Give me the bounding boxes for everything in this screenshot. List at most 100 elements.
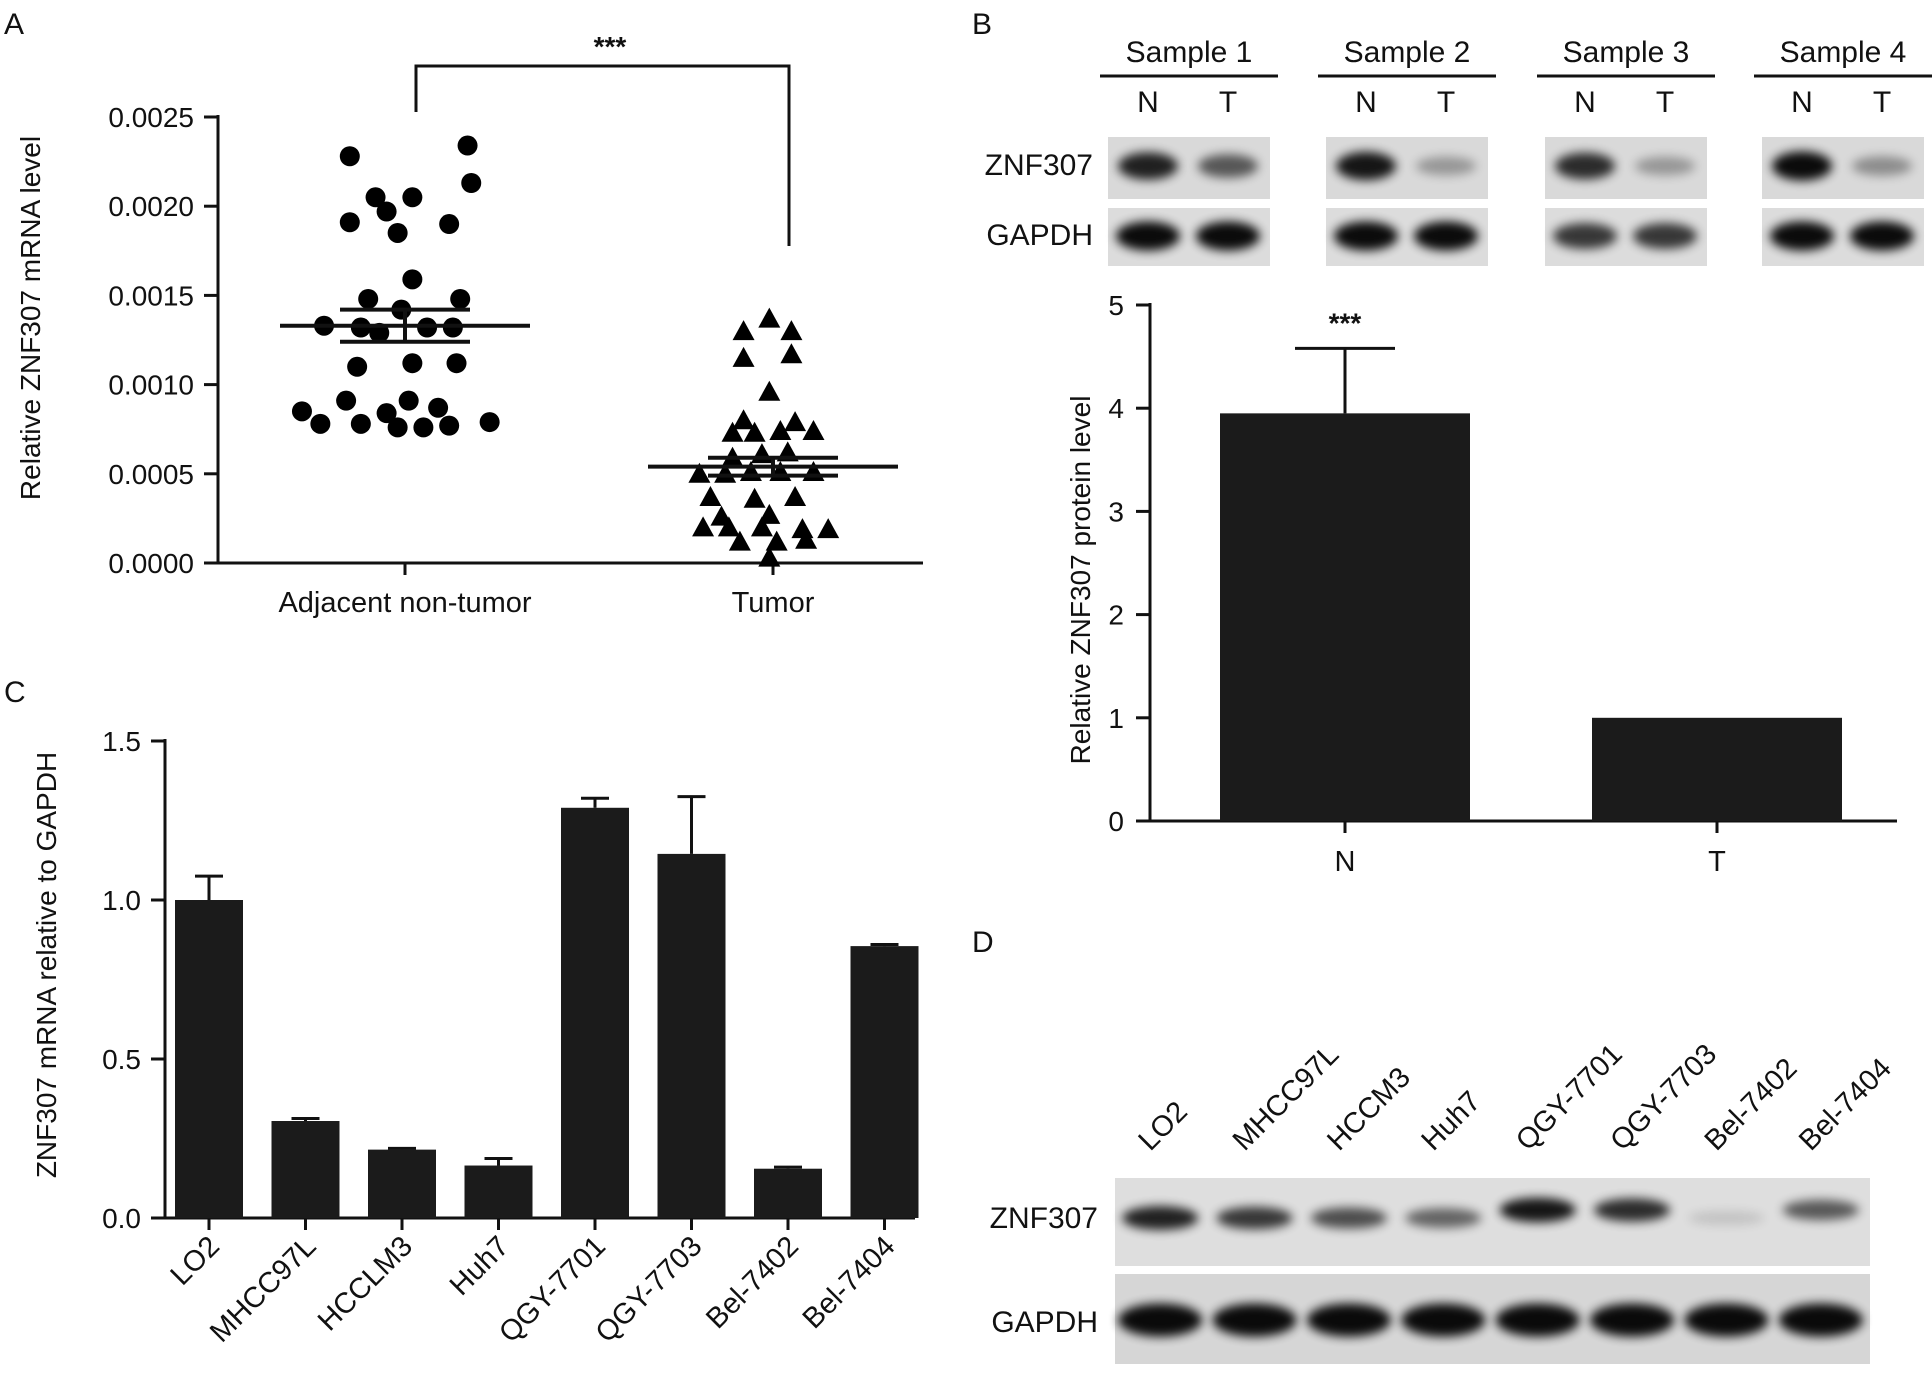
- panel-b-sample-label: Sample 1: [1126, 36, 1253, 69]
- panel-a-y-tick-label: 0.0015: [108, 280, 194, 311]
- panel-d-gapdh-band: [1684, 1303, 1769, 1337]
- panel-a-data-point-triangle: [732, 320, 755, 341]
- panel-b: B ZNF307 GAPDH Sample 1 N T Sample 2 N T Sampl…: [972, 8, 1932, 878]
- panel-a-data-points: [216, 115, 923, 567]
- panel-b-sample-label: Sample 4: [1780, 36, 1907, 69]
- panel-d-gapdh-band: [1590, 1303, 1675, 1337]
- panel-a-data-point-circle: [339, 146, 360, 167]
- panel-d-gapdh-band: [1495, 1303, 1580, 1337]
- panel-a-y-axis-title: Relative ZNF307 mRNA level: [15, 136, 46, 500]
- panel-a-y-ticks: 0.0000 0.0005 0.0010 0.0015 0.0020 0.0025: [108, 102, 218, 579]
- panel-a-data-point-triangle: [758, 380, 781, 401]
- panel-b-gapdh-band: [1196, 221, 1260, 251]
- panel-b-znf307-band: [1635, 156, 1695, 176]
- panel-b-gapdh-band: [1553, 223, 1617, 249]
- panel-a-data-point-triangle: [784, 411, 807, 432]
- panel-b-sample-label: Sample 2: [1344, 36, 1471, 69]
- panel-c-category-label: HCCLM3: [312, 1230, 419, 1337]
- panel-c-y-tick-label: 0.0: [102, 1203, 141, 1234]
- panel-b-lane-label: N: [1355, 86, 1377, 119]
- panel-a-data-point-triangle: [758, 546, 781, 567]
- panel-a-data-point-triangle: [750, 516, 773, 537]
- panel-b-znf307-row-label: ZNF307: [985, 149, 1093, 182]
- panel-b-znf307-band: [1198, 154, 1258, 178]
- panel-a-data-point-triangle: [758, 503, 781, 524]
- panel-a-data-point-triangle: [765, 530, 788, 551]
- panel-c-category-label: Bel-7404: [797, 1230, 902, 1335]
- panel-a-data-point-circle: [310, 413, 331, 434]
- panel-a-category-label: Adjacent non-tumor: [278, 587, 531, 619]
- panel-a-data-point-circle: [387, 417, 408, 438]
- panel-a-data-point-triangle: [780, 343, 803, 364]
- panel-d-znf307-band: [1594, 1198, 1671, 1222]
- panel-c-bar: [271, 1121, 340, 1218]
- panel-b-gapdh-band: [1414, 221, 1478, 251]
- panel-b-sample-label: Sample 3: [1563, 36, 1690, 69]
- panel-a-y-tick-label: 0.0000: [108, 548, 194, 579]
- panel-d-znf307-band: [1782, 1199, 1859, 1221]
- panel-b-lane-label: N: [1137, 86, 1159, 119]
- panel-a-data-point-circle: [450, 288, 471, 309]
- panel-b-lane-label: T: [1437, 86, 1455, 119]
- panel-a-data-point-circle: [369, 322, 390, 343]
- panel-b-znf307-band: [1555, 152, 1615, 180]
- panel-b-letter: B: [972, 8, 992, 41]
- panel-a-data-point-triangle: [732, 346, 755, 367]
- panel-a-significance-bracket: ***: [414, 31, 791, 246]
- panel-b-y-tick-label: 5: [1108, 290, 1124, 321]
- panel-b-y-tick-label: 0: [1108, 806, 1124, 837]
- panel-d-gapdh-band: [1118, 1303, 1203, 1337]
- panel-b-y-tick-label: 1: [1108, 703, 1124, 734]
- panel-a-data-point-circle: [461, 173, 482, 194]
- panel-c-bar: [754, 1168, 822, 1218]
- panel-b-gapdh-row-label: GAPDH: [986, 219, 1093, 252]
- panel-a-data-point-triangle: [743, 421, 766, 442]
- panel-a-data-point-circle: [358, 288, 379, 309]
- panel-b-y-axis-title: Relative ZNF307 protein level: [1065, 396, 1096, 765]
- panel-c-category-label: Huh7: [444, 1230, 516, 1302]
- panel-c-y-axis-title: ZNF307 mRNA relative to GAPDH: [31, 752, 62, 1178]
- panel-a-y-tick-label: 0.0020: [108, 191, 194, 222]
- panel-a-data-point-triangle: [791, 518, 814, 539]
- panel-a-data-point-circle: [439, 415, 460, 436]
- panel-a-data-point-triangle: [795, 528, 818, 549]
- panel-a-data-point-triangle: [802, 461, 825, 482]
- panel-a-data-point-triangle: [688, 462, 711, 483]
- panel-a-data-point-triangle: [692, 516, 715, 537]
- panel-a-data-point-triangle: [714, 462, 737, 483]
- panel-c-bar: [464, 1165, 533, 1218]
- panel-c-bar-chart: C ZNF307 mRNA relative to GAPDH 0.0 0.5 1.…: [4, 676, 919, 1349]
- panel-a-data-point-triangle: [721, 421, 744, 442]
- panel-c-bar: [368, 1149, 436, 1218]
- panel-b-y-ticks: 0 1 2 3 4 5: [1108, 290, 1150, 837]
- panel-b-gapdh-band: [1850, 221, 1914, 251]
- panel-a-data-point-triangle: [717, 516, 740, 537]
- panel-c-category-label: LO2: [165, 1230, 226, 1291]
- panel-c-bar: [561, 807, 629, 1218]
- panel-a-data-point-circle: [402, 269, 423, 290]
- panel-d-znf307-band: [1499, 1197, 1576, 1223]
- panel-a-data-point-triangle: [769, 419, 792, 440]
- panel-c-bar: [175, 900, 243, 1218]
- panel-d-gapdh-band: [1212, 1303, 1297, 1337]
- panel-a-data-point-circle: [339, 212, 360, 233]
- panel-a-data-point-circle: [479, 412, 500, 433]
- panel-a-data-point-triangle: [732, 409, 755, 430]
- panel-a-data-point-triangle: [817, 518, 840, 539]
- panel-a-category-labels: Adjacent non-tumor Tumor: [278, 563, 815, 619]
- panel-b-bar: [1592, 717, 1842, 821]
- panel-c-y-tick-label: 1.0: [102, 885, 141, 916]
- panel-a-data-point-triangle: [699, 485, 722, 506]
- panel-b-y-tick-label: 3: [1108, 496, 1124, 527]
- panel-a-data-point-circle: [387, 222, 408, 243]
- panel-a-data-point-circle: [336, 390, 357, 411]
- panel-d-lane-label: Huh7: [1416, 1085, 1488, 1157]
- panel-a-data-point-circle: [365, 187, 386, 208]
- panel-a-data-point-circle: [439, 214, 460, 235]
- panel-a-data-point-circle: [376, 403, 397, 424]
- panel-b-znf307-band: [1772, 151, 1832, 181]
